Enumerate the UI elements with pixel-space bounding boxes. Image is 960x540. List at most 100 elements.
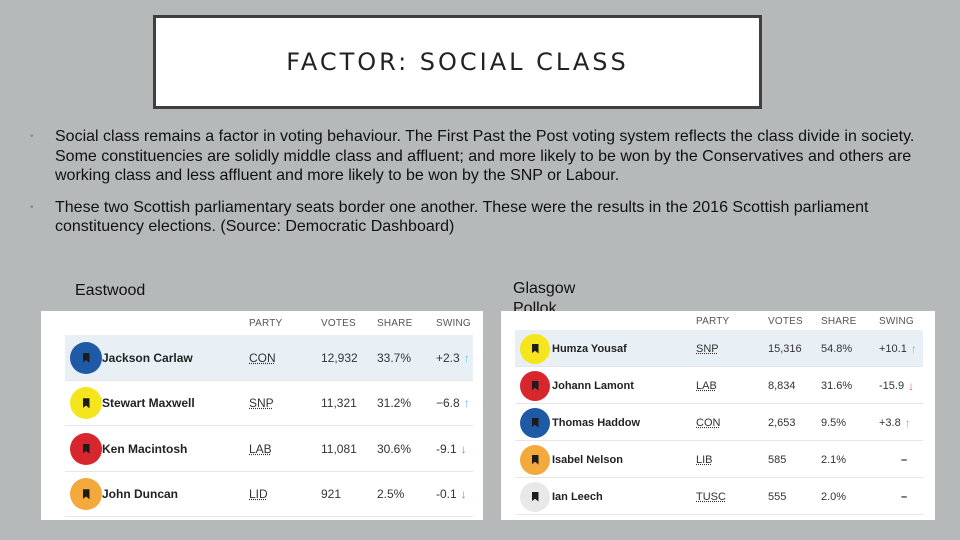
row-divider [515,403,923,404]
vote-share: 31.2% [377,396,412,411]
column-header-swing[interactable]: SWING [436,317,471,329]
bullet-text: These two Scottish parliamentary seats b… [55,198,869,236]
result-row[interactable]: Ian Leech TUSC 555 2.0% – [515,478,923,515]
column-header-party[interactable]: PARTY [249,317,283,329]
bullet-item: • These two Scottish parliamentary seats … [28,198,933,237]
bookmark-icon [82,398,90,409]
party-abbrev[interactable]: LID [249,487,268,502]
vote-share: 31.6% [821,379,853,392]
party-abbrev[interactable]: CON [696,416,721,429]
row-divider [65,379,473,381]
vote-count: 585 [768,453,787,466]
column-header-share[interactable]: SHARE [821,315,857,327]
party-flag-icon [70,387,102,420]
swing-number: -0.1 [436,487,457,502]
candidate-name: Johann Lamont [552,379,634,392]
result-row[interactable]: Stewart Maxwell SNP 11,321 31.2% −6.8 ↑ [65,381,473,426]
candidate-name: Ian Leech [552,490,603,503]
no-change-dash: – [901,490,908,503]
candidate-name: Ken Macintosh [102,441,188,456]
swing-number: -9.1 [436,441,457,456]
row-divider [65,470,473,472]
party-abbrev[interactable]: SNP [249,396,274,411]
swing-number: -15.9 [879,379,905,392]
bookmark-icon [531,454,539,465]
party-abbrev[interactable]: CON [249,350,276,365]
column-header-votes[interactable]: VOTES [768,315,803,327]
result-row[interactable]: Ken Macintosh LAB 11,081 30.6% -9.1 ↓ [65,426,473,472]
candidate-name: Thomas Haddow [552,416,641,429]
swing-number: +2.3 [436,350,460,365]
swing-number: +3.8 [879,416,901,429]
bookmark-icon [531,380,539,391]
result-row[interactable]: Thomas Haddow CON 2,653 9.5% +3.8 ↑ [515,404,923,441]
result-row[interactable]: Jackson Carlaw CON 12,932 33.7% +2.3 ↑ [65,335,473,381]
swing-value: -9.1 ↓ [436,426,467,472]
vote-share: 30.6% [377,441,412,456]
vote-share: 54.8% [821,342,853,355]
eastwood-results-panel: PARTY VOTES SHARE SWING Jackson Carlaw CON 12,… [41,311,483,520]
swing-value: +3.8 ↑ [879,404,911,441]
result-row[interactable]: John Duncan LID 921 2.5% -0.1 ↓ [65,472,473,518]
bookmark-icon [531,491,539,502]
party-flag-icon [520,333,550,364]
bookmark-icon [531,343,539,354]
vote-count: 2,653 [768,416,796,429]
party-flag-icon [520,407,550,438]
swing-value: -15.9 ↓ [879,367,914,404]
candidate-name: Isabel Nelson [552,453,623,466]
title-box: FACTOR: SOCIAL CLASS [153,15,762,109]
no-change-dash: – [901,453,908,466]
vote-count: 11,321 [321,396,357,411]
arrow-down-icon: ↓ [460,487,467,502]
column-header-swing[interactable]: SWING [879,315,914,327]
arrow-up-icon: ↑ [910,341,917,356]
pollok-results-panel: PARTY VOTES SHARE SWING Humza Yousaf SNP 15,31… [501,311,935,520]
swing-value: +2.3 ↑ [436,335,470,381]
bookmark-icon [82,443,90,454]
vote-count: 921 [321,487,342,502]
vote-share: 2.1% [821,453,847,466]
result-row[interactable]: Humza Yousaf SNP 15,316 54.8% +10.1 ↑ [515,330,923,367]
candidate-name: John Duncan [102,487,179,502]
bookmark-icon [82,352,90,363]
column-header-party[interactable]: PARTY [696,315,730,327]
swing-number: −6.8 [436,396,460,411]
vote-share: 33.7% [377,350,412,365]
party-flag-icon [520,481,550,512]
bullet-item: • Social class remains a factor in voting… [28,127,933,186]
party-abbrev[interactable]: SNP [696,342,719,355]
party-flag-icon [70,478,102,511]
party-abbrev[interactable]: LAB [696,379,717,392]
vote-count: 555 [768,490,787,503]
row-divider [515,366,923,367]
result-row[interactable]: Johann Lamont LAB 8,834 31.6% -15.9 ↓ [515,367,923,404]
party-abbrev[interactable]: LAB [249,441,272,456]
candidate-name: Humza Yousaf [552,342,627,355]
swing-value: -0.1 ↓ [436,472,467,518]
party-abbrev[interactable]: TUSC [696,490,726,503]
candidate-name: Stewart Maxwell [102,396,195,411]
arrow-up-icon: ↑ [463,396,470,411]
candidate-name: Jackson Carlaw [102,350,193,365]
slide-title: FACTOR: SOCIAL CLASS [286,48,629,76]
arrow-down-icon: ↓ [908,378,915,393]
row-divider [515,477,923,478]
party-flag-icon [520,370,550,401]
swing-value: +10.1 ↑ [879,330,917,367]
column-header-share[interactable]: SHARE [377,317,413,329]
vote-count: 8,834 [768,379,796,392]
row-divider [65,425,473,426]
bookmark-icon [531,417,539,428]
arrow-down-icon: ↓ [460,441,467,456]
result-row[interactable]: Isabel Nelson LIB 585 2.1% – [515,441,923,478]
row-divider [65,516,473,517]
bullet-symbol: • [30,131,34,142]
vote-share: 2.5% [377,487,405,502]
vote-count: 12,932 [321,350,358,365]
column-header-votes[interactable]: VOTES [321,317,356,329]
party-abbrev[interactable]: LIB [696,453,713,466]
party-flag-icon [520,444,550,475]
vote-count: 15,316 [768,342,802,355]
arrow-up-icon: ↑ [463,350,470,365]
